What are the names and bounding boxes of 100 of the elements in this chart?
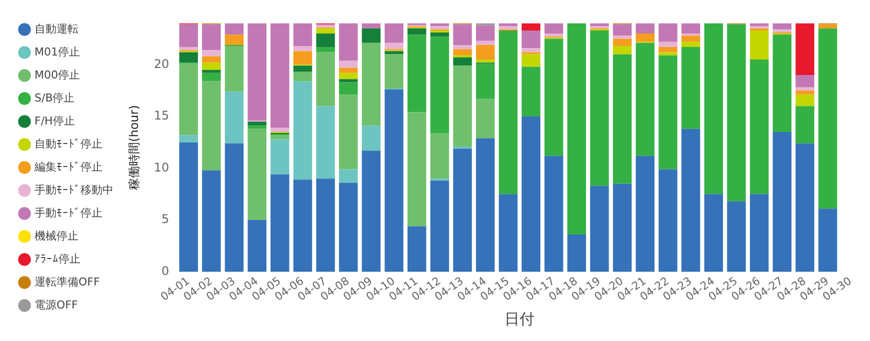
bar bbox=[750, 194, 769, 272]
bar bbox=[636, 23, 654, 34]
bar bbox=[248, 126, 266, 129]
bar bbox=[522, 66, 540, 116]
legend-label: M00停止 bbox=[34, 68, 80, 82]
bar bbox=[612, 24, 632, 36]
y-axis-title: 稼働時間(hour) bbox=[126, 105, 141, 190]
bar bbox=[476, 64, 495, 99]
bar bbox=[453, 44, 472, 50]
bar bbox=[636, 156, 654, 272]
bar bbox=[316, 52, 335, 106]
bar bbox=[339, 82, 358, 95]
bar bbox=[362, 23, 381, 28]
bar bbox=[339, 60, 358, 68]
bar bbox=[772, 34, 792, 132]
bar bbox=[202, 170, 221, 272]
bar bbox=[681, 47, 700, 129]
bar bbox=[796, 87, 814, 91]
bar bbox=[567, 23, 586, 235]
bar bbox=[293, 72, 312, 82]
bar bbox=[179, 135, 198, 142]
bar bbox=[362, 28, 381, 43]
bar bbox=[544, 34, 564, 37]
bar bbox=[681, 42, 700, 48]
bar bbox=[772, 132, 792, 272]
bar bbox=[248, 23, 266, 121]
bar bbox=[476, 25, 495, 41]
bar bbox=[430, 26, 450, 30]
bar bbox=[590, 186, 609, 272]
bar bbox=[796, 75, 814, 88]
bar bbox=[453, 24, 472, 45]
bar bbox=[612, 46, 632, 54]
y-tick-label: 5 bbox=[162, 212, 170, 226]
bar bbox=[293, 23, 312, 46]
legend-label: 自動運転 bbox=[34, 22, 78, 36]
bar bbox=[202, 50, 221, 56]
bar bbox=[796, 90, 814, 95]
bar bbox=[476, 59, 495, 63]
bar bbox=[498, 194, 518, 272]
bar bbox=[179, 142, 198, 272]
bar bbox=[453, 148, 472, 272]
bar bbox=[658, 23, 678, 42]
bar bbox=[704, 23, 723, 194]
bar bbox=[612, 54, 632, 184]
bar bbox=[658, 42, 678, 48]
bar bbox=[430, 32, 450, 37]
bar bbox=[704, 194, 723, 272]
bar bbox=[658, 55, 678, 170]
bar bbox=[362, 42, 381, 126]
bar bbox=[544, 23, 564, 34]
bar bbox=[727, 24, 746, 202]
bar bbox=[796, 23, 814, 76]
bar bbox=[339, 79, 358, 82]
bar bbox=[293, 46, 312, 52]
bar bbox=[453, 57, 472, 66]
bar bbox=[224, 92, 244, 144]
bar bbox=[362, 126, 381, 151]
bar bbox=[727, 201, 746, 272]
bar bbox=[796, 94, 814, 106]
bar bbox=[293, 51, 312, 65]
bar bbox=[476, 40, 495, 45]
bar bbox=[430, 30, 450, 33]
bar bbox=[498, 26, 518, 30]
bar bbox=[453, 49, 472, 56]
y-tick-label: 15 bbox=[154, 108, 170, 123]
bar bbox=[384, 54, 404, 88]
bar bbox=[293, 180, 312, 272]
bar bbox=[796, 143, 814, 272]
bar bbox=[202, 24, 221, 50]
bar bbox=[818, 28, 838, 209]
bar bbox=[750, 23, 769, 26]
bar bbox=[658, 47, 678, 52]
bar bbox=[522, 30, 540, 48]
bar bbox=[224, 46, 244, 92]
bar bbox=[202, 81, 221, 170]
bar bbox=[316, 106, 335, 179]
bar bbox=[408, 28, 426, 35]
bar bbox=[818, 24, 838, 28]
legend-label: ｱﾗｰﾑ停止 bbox=[34, 252, 80, 266]
bar bbox=[636, 34, 654, 42]
bar bbox=[384, 42, 404, 50]
legend-label: M01停止 bbox=[34, 45, 80, 58]
legend-label: 運転準備OFF bbox=[34, 275, 100, 288]
bar bbox=[384, 51, 404, 54]
bar bbox=[384, 23, 404, 43]
bar bbox=[818, 208, 838, 272]
bar bbox=[522, 23, 540, 30]
bar bbox=[772, 23, 792, 30]
bar bbox=[476, 138, 495, 272]
bar bbox=[293, 81, 312, 180]
bar bbox=[202, 72, 221, 82]
bar bbox=[796, 106, 814, 144]
bar bbox=[179, 47, 198, 50]
bar bbox=[179, 24, 198, 48]
bar bbox=[498, 23, 518, 26]
bar bbox=[384, 90, 404, 272]
bar bbox=[636, 42, 654, 156]
bar bbox=[339, 94, 358, 170]
bar bbox=[612, 184, 632, 272]
bar bbox=[590, 23, 609, 26]
